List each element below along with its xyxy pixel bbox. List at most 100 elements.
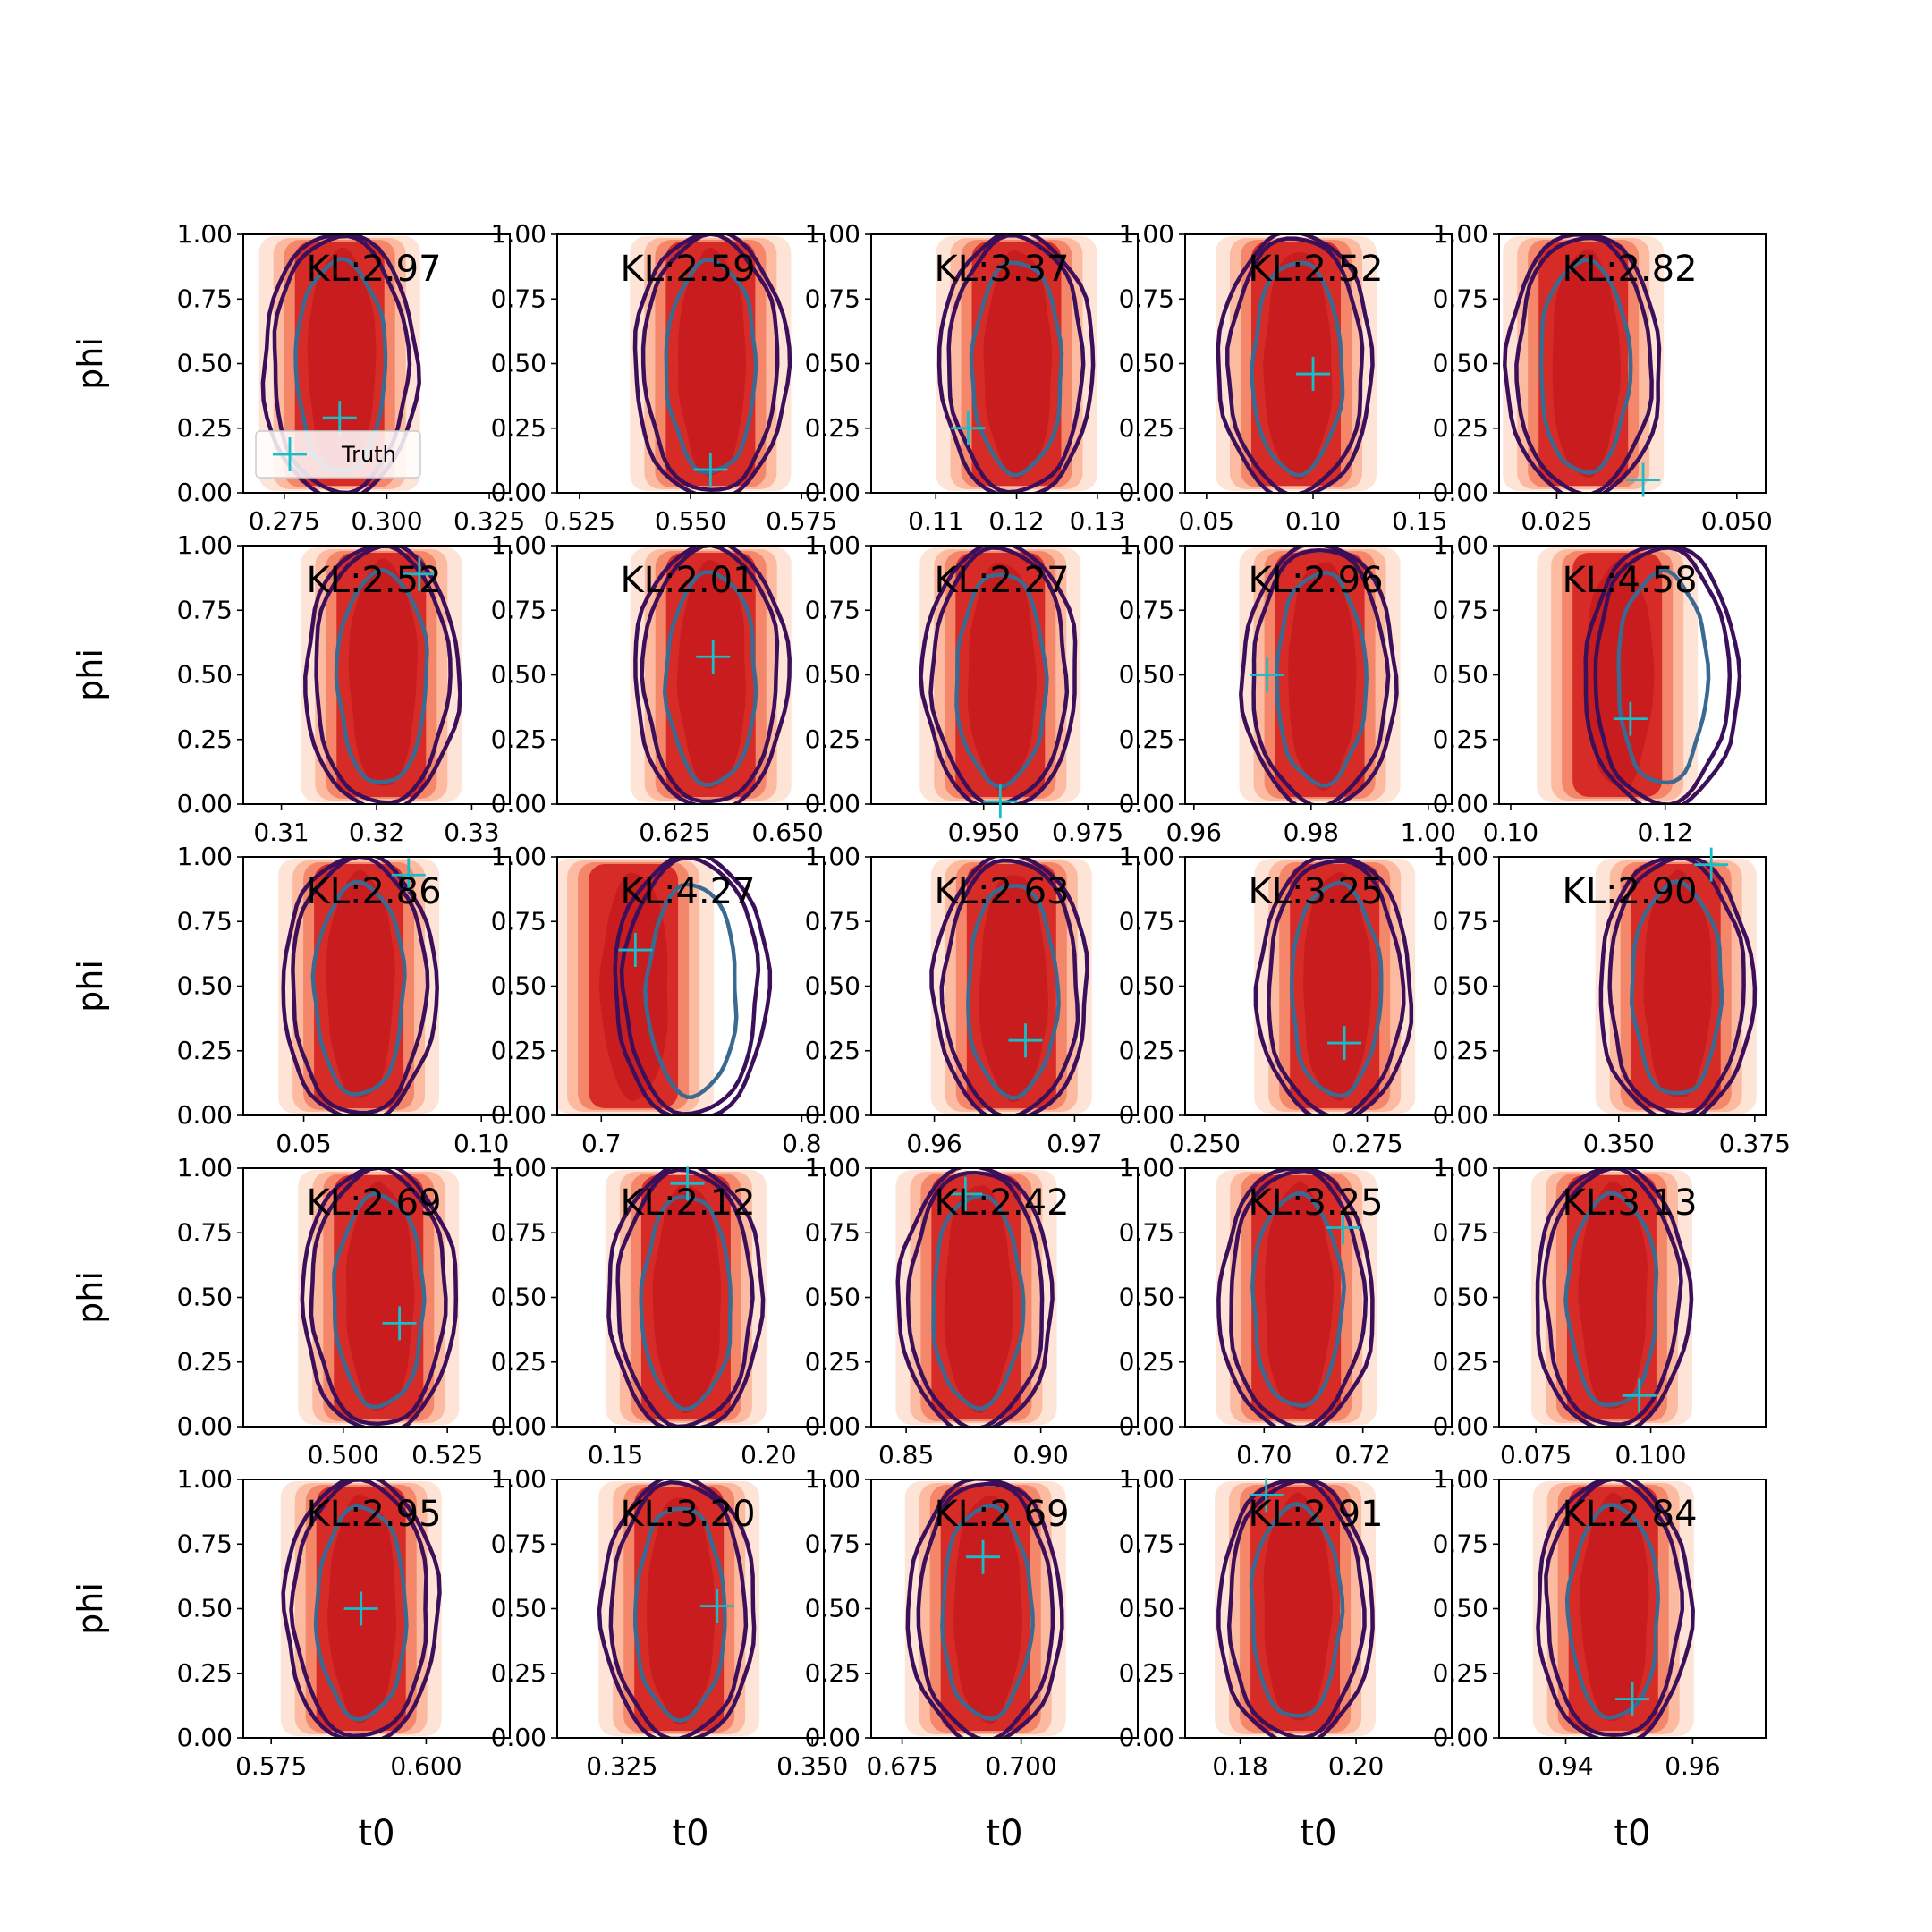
x-tick-label: 0.8	[782, 1129, 822, 1158]
truth-marker	[1626, 462, 1661, 497]
y-tick-label: 0.00	[805, 1411, 860, 1441]
x-tick-label: 0.85	[878, 1440, 934, 1470]
x-tick-label: 0.350	[776, 1751, 848, 1781]
legend-label: Truth	[341, 442, 396, 467]
y-tick-label: 0.75	[491, 1529, 547, 1558]
y-tick-label: 0.75	[1119, 284, 1174, 313]
y-tick-label: 0.00	[177, 1723, 233, 1752]
x-tick-label: 0.96	[1665, 1751, 1720, 1781]
density-fill-core	[348, 558, 418, 786]
density-fill-core	[678, 248, 747, 476]
contour-line-inner	[639, 1195, 733, 1411]
y-tick-label: 0.00	[1119, 478, 1174, 507]
contour-line-inner	[966, 884, 1061, 1100]
density-fill-core	[1552, 249, 1621, 479]
contour-line-middle	[1225, 236, 1365, 493]
contour-body	[1253, 857, 1416, 1115]
y-tick-label: 0.25	[177, 1036, 233, 1065]
panel: 0.00 0.25 0.50 0.75 1.00 0.575 0.600 KL:2.95 phi…	[71, 1464, 511, 1854]
y-tick-label: 0.50	[1433, 349, 1488, 378]
contour-line-middle	[640, 234, 780, 492]
contour-line-inner	[1275, 571, 1368, 788]
contour-line-outer	[936, 234, 1096, 493]
y-tick-label: 0.00	[1119, 1723, 1174, 1752]
y-tick-label: 1.00	[491, 1153, 547, 1182]
y-tick-label: 1.00	[805, 530, 860, 560]
density-fill-core	[598, 872, 668, 1101]
y-tick-label: 0.50	[177, 1594, 233, 1623]
kl-label: KL:2.96	[1248, 560, 1383, 601]
y-tick-label: 0.00	[805, 1100, 860, 1130]
truth-marker	[1613, 701, 1648, 736]
y-tick-label: 1.00	[491, 842, 547, 871]
y-tick-label: 0.50	[1119, 1283, 1174, 1312]
contour-line-outer	[606, 1168, 766, 1427]
x-tick-label: 0.375	[1719, 1129, 1791, 1158]
contour-line-inner	[1250, 260, 1345, 478]
panel: 0.00 0.25 0.50 0.75 1.00 0.525 0.550 0.575 KL:2.…	[491, 219, 838, 536]
y-tick-label: 0.00	[491, 1723, 547, 1752]
y-tick-label: 0.50	[805, 349, 860, 378]
contour-line-middle	[608, 1480, 749, 1738]
y-tick-label: 0.75	[177, 284, 233, 313]
contour-line-inner	[969, 260, 1064, 478]
y-tick-label: 0.75	[1119, 1529, 1174, 1558]
x-tick-label: 0.250	[1169, 1129, 1241, 1158]
contour-body	[1537, 546, 1742, 804]
contour-line-inner	[1249, 1501, 1345, 1718]
y-tick-label: 0.00	[1433, 478, 1488, 507]
x-tick-label: 0.97	[1046, 1129, 1102, 1158]
panel: 0.00 0.25 0.50 0.75 1.00 0.950 0.975 KL:2.27	[805, 530, 1139, 847]
y-tick-label: 1.00	[805, 842, 860, 871]
contour-line-inner	[954, 572, 1049, 790]
density-fill-core	[676, 560, 746, 789]
contour-line-outer	[281, 1479, 442, 1738]
contour-line-middle	[1593, 546, 1733, 804]
contour-line-inner	[1630, 878, 1724, 1096]
truth-marker	[618, 933, 653, 968]
y-axis-label: phi	[71, 648, 110, 701]
kl-label: KL:2.52	[306, 560, 441, 601]
y-tick-label: 0.50	[805, 1283, 860, 1312]
kl-label: KL:2.12	[620, 1182, 755, 1224]
panel: 0.00 0.25 0.50 0.75 1.00 0.85 0.90 KL:2.42	[805, 1153, 1139, 1470]
y-tick-label: 0.75	[1433, 906, 1488, 936]
y-tick-label: 0.00	[491, 1100, 547, 1130]
contour-line-inner	[931, 1193, 1026, 1411]
contour-line-middle	[309, 1168, 448, 1426]
density-fill-core	[1643, 869, 1712, 1097]
contour-line-inner	[334, 567, 429, 784]
contour-line-outer	[633, 546, 792, 804]
x-tick-label: 0.325	[453, 506, 525, 536]
y-tick-label: 0.25	[1433, 1036, 1488, 1065]
y-tick-label: 0.00	[1119, 1100, 1174, 1130]
panel: 0.00 0.25 0.50 0.75 1.00 0.275 0.300 0.325 KL:2.…	[71, 219, 525, 536]
kl-label: KL:2.95	[306, 1494, 441, 1535]
y-tick-label: 0.75	[177, 595, 233, 624]
x-tick-label: 0.12	[1638, 818, 1693, 847]
contour-body	[630, 546, 792, 804]
contour-line-outer	[1239, 546, 1399, 804]
kl-label: KL:2.69	[306, 1182, 441, 1224]
y-tick-label: 0.75	[1119, 1217, 1174, 1247]
y-tick-label: 0.00	[1433, 1723, 1488, 1752]
truth-marker	[1327, 1026, 1362, 1061]
truth-marker	[391, 858, 426, 893]
y-tick-label: 0.25	[491, 1658, 547, 1688]
kl-label: KL:2.69	[934, 1494, 1069, 1535]
kl-label: KL:3.20	[620, 1494, 755, 1535]
truth-marker	[402, 556, 436, 591]
x-tick-label: 0.350	[1583, 1129, 1655, 1158]
density-fill-core	[652, 1185, 721, 1413]
contour-line-middle	[619, 857, 761, 1115]
density-fill-core	[979, 875, 1048, 1103]
kl-label: KL:4.27	[620, 871, 755, 912]
x-tick-label: 0.325	[586, 1751, 657, 1781]
x-tick-label: 0.05	[275, 1129, 331, 1158]
y-tick-label: 0.25	[177, 1347, 233, 1377]
panel: 0.00 0.25 0.50 0.75 1.00 0.625 0.650 KL:2.01	[491, 530, 825, 847]
y-tick-label: 0.75	[1433, 1529, 1488, 1558]
contour-line-middle	[1267, 859, 1406, 1115]
y-tick-label: 1.00	[805, 1153, 860, 1182]
y-tick-label: 0.75	[177, 1529, 233, 1558]
